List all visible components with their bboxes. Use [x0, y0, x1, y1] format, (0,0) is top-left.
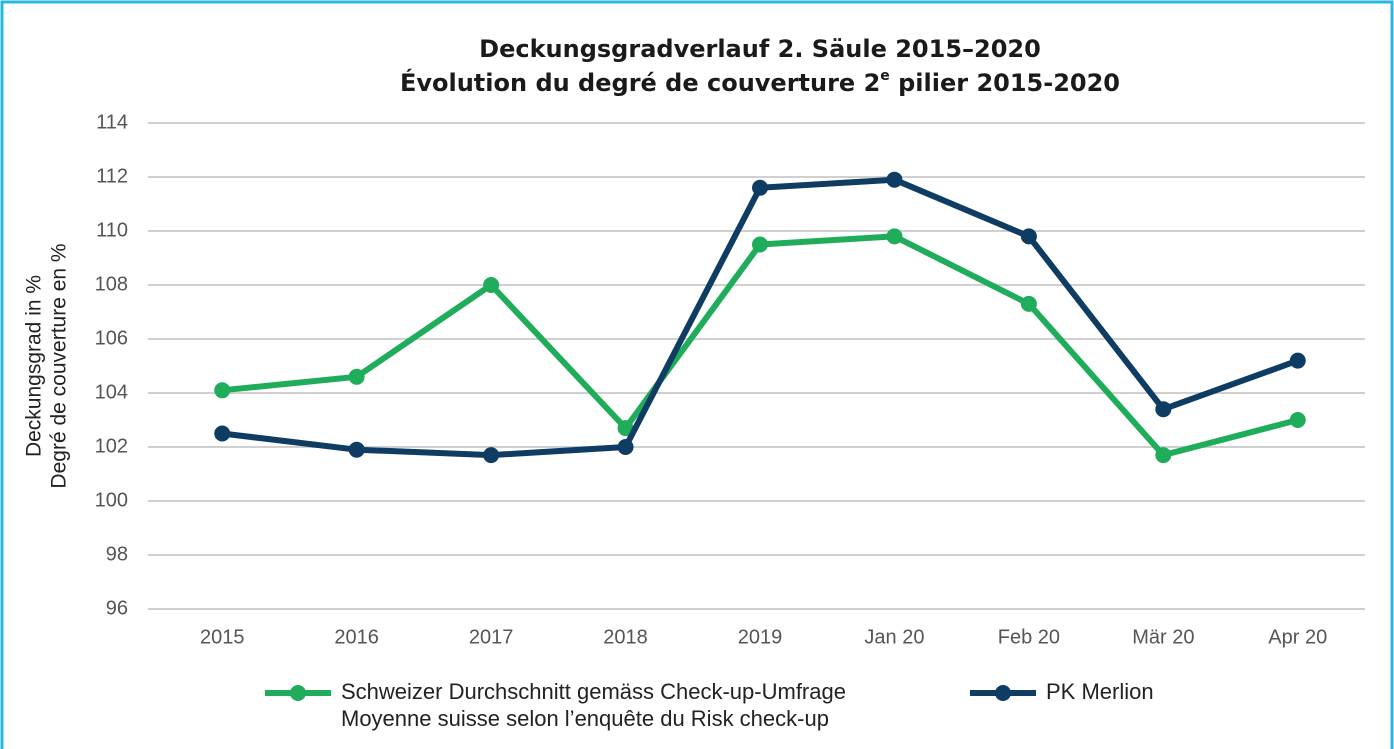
series-point — [348, 368, 365, 385]
series-point — [1289, 412, 1306, 428]
y-tick-label: 104 — [95, 381, 128, 403]
series-point — [886, 228, 903, 245]
series-point — [1020, 295, 1037, 312]
series-point — [886, 171, 903, 188]
series-point — [752, 179, 768, 196]
subtitle-superscript: e — [880, 68, 890, 84]
y-axis-label: Deckungsgrad in % — [23, 275, 46, 457]
series-line — [221, 233, 1299, 459]
y-tick-label: 106 — [95, 327, 128, 349]
subtitle-text: Évolution du degré de couverture 2 — [400, 68, 880, 97]
series-point — [483, 447, 500, 464]
series-point — [214, 425, 231, 442]
series-point — [617, 439, 634, 455]
legend-label: Schweizer Durchschnitt gemäss Check-up-U… — [341, 679, 846, 704]
series-point — [1289, 352, 1306, 369]
legend-swatch-point — [290, 685, 306, 701]
series-point — [348, 441, 365, 458]
y-tick-label: 114 — [96, 111, 128, 133]
series-point — [1155, 447, 1172, 464]
series-point — [617, 420, 634, 437]
x-tick-label: 2018 — [603, 626, 648, 648]
series-point — [752, 236, 768, 253]
x-tick-label: Apr 20 — [1268, 626, 1327, 648]
x-tick-label: Feb 20 — [998, 626, 1060, 648]
chart-subtitle: Évolution du degré de couverture 2e pili… — [400, 68, 1120, 97]
x-tick-label: 2016 — [334, 626, 379, 648]
y-tick-label: 96 — [106, 597, 128, 619]
y-tick-label: 100 — [95, 489, 128, 511]
y-tick-label: 110 — [96, 219, 128, 241]
y-tick-label: 98 — [106, 543, 128, 565]
series-point — [483, 277, 500, 293]
legend-label: Moyenne suisse selon l’enquête du Risk c… — [341, 706, 829, 731]
legend-swatch-point — [995, 685, 1011, 701]
series-point — [1020, 228, 1037, 245]
x-tick-label: Mär 20 — [1132, 626, 1194, 648]
chart-title: Deckungsgradverlauf 2. Säule 2015–2020 — [479, 35, 1041, 63]
x-tick-label: Jan 20 — [864, 626, 924, 648]
y-tick-label: 112 — [96, 165, 128, 187]
series-point — [214, 382, 231, 399]
series-line — [221, 176, 1299, 459]
x-tick-label: 2015 — [200, 626, 245, 648]
y-tick-label: 102 — [95, 435, 128, 457]
legend-label: PK Merlion — [1046, 679, 1154, 704]
x-tick-label: 2019 — [738, 626, 783, 648]
y-axis-label: Degré de couverture en % — [48, 243, 71, 488]
series-point — [1155, 401, 1172, 418]
x-tick-label: 2017 — [469, 626, 514, 648]
y-tick-label: 108 — [95, 273, 128, 295]
subtitle-text: pilier 2015-2020 — [890, 69, 1120, 97]
